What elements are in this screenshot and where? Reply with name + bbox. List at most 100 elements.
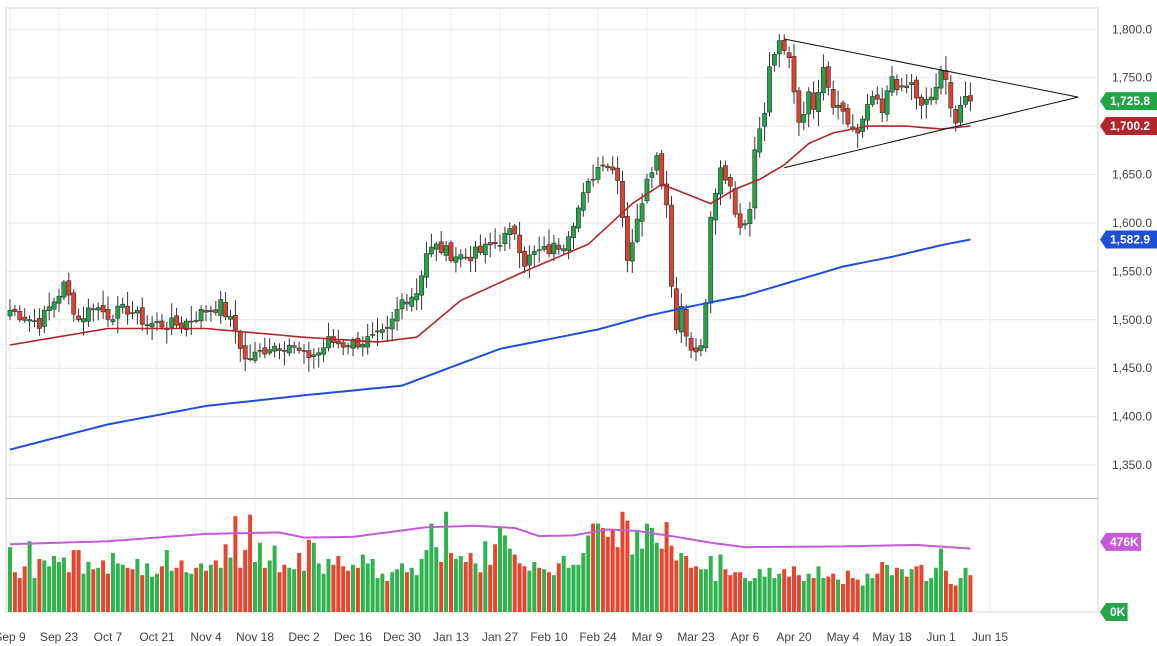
volume-bar	[360, 554, 365, 612]
candle-body	[46, 306, 52, 311]
candle	[595, 156, 601, 184]
volume-bar	[47, 566, 52, 612]
candle	[899, 77, 905, 92]
time-axis: Sep 9 Sep 23 Oct 7 Oct 21 Nov 4 Nov 18 Dec 2 De…	[0, 630, 1008, 644]
volume-bar	[169, 570, 174, 612]
price-tick-label: 1,500.0	[1112, 313, 1152, 327]
candle-body	[438, 241, 444, 253]
volume-bar	[821, 578, 826, 612]
candle	[311, 348, 317, 369]
candle	[649, 166, 655, 189]
candle	[943, 56, 949, 95]
volume-bar	[502, 535, 507, 612]
time-tick-label: Oct 21	[139, 630, 175, 644]
volume-bar	[439, 561, 444, 612]
volume-bar	[816, 566, 821, 612]
candle-body	[419, 275, 424, 296]
price-badges: 1,725.8 1,700.2 1,582.9 476K 0K	[1100, 92, 1157, 621]
volume-bar	[610, 529, 615, 612]
time-tick-label: Oct 7	[94, 630, 123, 644]
candle	[22, 308, 28, 323]
candle-body	[923, 98, 929, 105]
volume-bar	[924, 581, 929, 612]
volume-bar	[733, 572, 738, 612]
candle	[879, 87, 885, 122]
volume-badge-label: 0K	[1110, 605, 1126, 619]
candle-body	[507, 228, 513, 235]
volume-bar	[76, 550, 81, 612]
volume-bar	[537, 567, 542, 612]
candle-body	[86, 307, 91, 322]
candle	[424, 241, 429, 288]
volume-bar	[351, 564, 355, 612]
candle-body	[791, 56, 797, 93]
volume-bar	[189, 573, 194, 612]
candle-body	[629, 242, 635, 262]
candle	[909, 74, 914, 101]
candlesticks	[7, 34, 973, 372]
candle-body	[683, 309, 689, 337]
volume-bar	[223, 544, 228, 612]
candle	[840, 100, 846, 125]
volume-bar	[179, 560, 184, 612]
candle-body	[669, 204, 674, 287]
volume-badge-label: 476K	[1110, 535, 1139, 549]
candle-body	[767, 66, 772, 113]
candle	[384, 315, 390, 343]
time-tick-label: Dec 30	[383, 630, 421, 644]
volume-bar	[581, 553, 586, 612]
candle	[188, 305, 194, 335]
candle-body	[654, 155, 660, 171]
candle	[76, 308, 81, 323]
candle	[252, 341, 258, 364]
volume-bar	[135, 558, 140, 612]
candle	[796, 87, 802, 136]
candle	[86, 298, 91, 328]
price-badge-shape	[1100, 92, 1157, 111]
volume-bar	[262, 567, 267, 612]
volume-bar	[390, 572, 395, 612]
candle	[247, 344, 253, 362]
candle-body	[874, 94, 880, 100]
volume-panel	[8, 511, 973, 612]
volume-bar	[542, 569, 547, 612]
volume-bar	[287, 567, 292, 612]
time-tick-label: Sep 9	[0, 630, 26, 644]
volume-bar	[826, 576, 831, 612]
volume-bar	[365, 563, 370, 612]
time-tick-label: May 4	[827, 630, 860, 644]
candle-body	[855, 129, 861, 134]
candle	[27, 315, 32, 332]
candle	[561, 244, 567, 255]
candle	[874, 86, 880, 105]
candle-body	[634, 218, 640, 242]
candle-body	[536, 249, 542, 252]
volume-bar	[404, 572, 409, 612]
candle-body	[904, 85, 910, 88]
candle-body	[752, 149, 758, 209]
volume-bar	[199, 563, 204, 612]
candle-body	[659, 153, 665, 187]
candle	[370, 321, 375, 339]
volume-bar	[571, 564, 576, 612]
candle	[379, 323, 385, 340]
price-badge: 1,700.2	[1100, 116, 1157, 135]
volume-bar	[71, 550, 76, 612]
volume-bar	[400, 563, 404, 612]
candle-body	[139, 307, 145, 325]
candle	[703, 299, 709, 353]
candle	[409, 288, 415, 312]
volume-bar	[380, 573, 385, 612]
candle-body	[620, 181, 625, 218]
volume-bar	[517, 563, 522, 612]
candle	[81, 306, 86, 336]
candle	[531, 245, 537, 268]
volume-bar	[272, 545, 277, 612]
candle	[477, 234, 483, 255]
candle-body	[492, 242, 498, 245]
candle	[71, 289, 77, 322]
volume-bar	[150, 576, 155, 612]
volume-bar	[605, 536, 610, 612]
candle-body	[130, 312, 135, 314]
